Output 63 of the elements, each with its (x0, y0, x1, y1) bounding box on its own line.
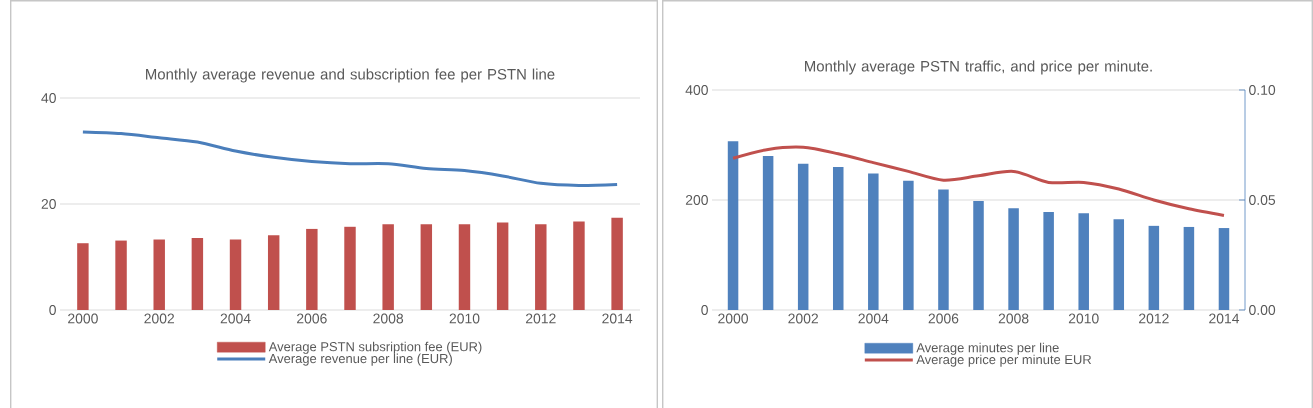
bar (1113, 219, 1125, 310)
bar (973, 201, 984, 310)
bar (1043, 212, 1054, 310)
bar (191, 237, 204, 310)
chart-title: Monthly average revenue and subscription fee per PSTN line (146, 68, 555, 83)
bar (573, 221, 585, 310)
bar (115, 240, 127, 310)
x-tick-label: 2004 (858, 313, 889, 324)
bar (1078, 213, 1089, 310)
x-tick-label: 2000 (718, 313, 749, 324)
y2-tick-label: 0.05 (1249, 195, 1276, 205)
x-tick-label: 2006 (928, 313, 959, 324)
bar (535, 224, 547, 310)
chart-title: Monthly average PSTN traffic, and price per minute. (805, 60, 1152, 75)
bar (1183, 226, 1195, 310)
bar (832, 167, 844, 310)
bar (382, 224, 394, 310)
legend-label: Average PSTN subsription fee (EUR) (268, 341, 482, 354)
y2-tick-label: 0.10 (1249, 85, 1276, 95)
legend-label: Average minutes per line (916, 342, 1059, 355)
bar (1218, 228, 1230, 310)
x-tick-label: 2000 (68, 313, 98, 324)
bar (77, 243, 89, 310)
bar (229, 239, 242, 310)
y-tick-label: 40 (41, 93, 56, 103)
y-tick-label: 400 (685, 85, 708, 95)
x-tick-label: 2012 (525, 313, 556, 324)
bar (868, 173, 879, 310)
x-tick-label: 2002 (788, 313, 818, 324)
bar (344, 226, 356, 310)
y-tick-label: 0 (701, 305, 708, 315)
x-tick-label: 2012 (1139, 313, 1169, 324)
bar (306, 228, 318, 310)
bar (938, 189, 949, 310)
x-tick-label: 2004 (220, 313, 251, 324)
legend-label: Average price per minute EUR (916, 354, 1092, 367)
x-tick-label: 2008 (998, 313, 1029, 324)
bar (762, 156, 774, 310)
bar (267, 235, 280, 310)
x-tick-label: 2006 (297, 313, 327, 324)
bar (496, 222, 509, 310)
y-tick-label: 20 (41, 199, 56, 209)
bar (611, 217, 623, 310)
line-series (731, 145, 1226, 217)
x-tick-label: 2010 (1068, 313, 1099, 324)
bar (903, 180, 914, 310)
bar (1008, 208, 1019, 310)
bar (1148, 225, 1160, 310)
line-series (81, 130, 619, 187)
x-tick-label: 2014 (602, 313, 633, 324)
x-tick-label: 2010 (449, 313, 480, 324)
bar (153, 239, 165, 310)
x-tick-label: 2002 (144, 313, 175, 324)
y-tick-label: 0 (49, 305, 56, 315)
legend-label: Average revenue per line (EUR) (268, 353, 452, 366)
bar (727, 141, 739, 310)
y-tick-label: 200 (685, 195, 708, 205)
y2-tick-label: 0.00 (1249, 305, 1276, 315)
x-tick-label: 2008 (373, 313, 404, 324)
x-tick-label: 2014 (1209, 313, 1240, 324)
bar (458, 224, 471, 310)
bar (420, 224, 433, 310)
bar (797, 163, 809, 310)
